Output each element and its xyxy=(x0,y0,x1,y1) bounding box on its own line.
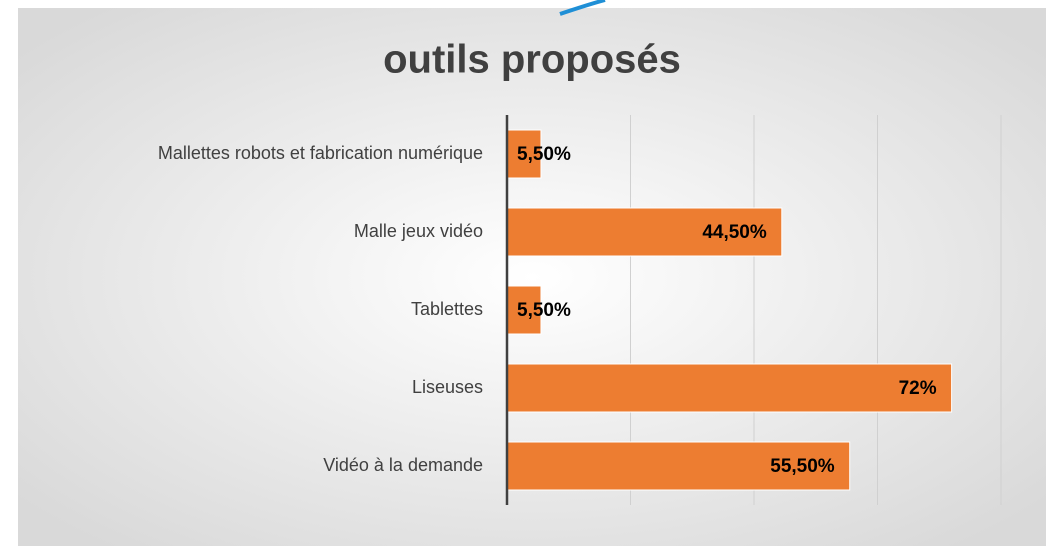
data-label: 5,50% xyxy=(517,300,571,321)
y-tick-label: Malle jeux vidéo xyxy=(354,221,483,241)
data-label: 72% xyxy=(899,378,937,399)
y-tick-label: Mallettes robots et fabrication numériqu… xyxy=(158,143,483,163)
decoration xyxy=(559,0,606,16)
bar xyxy=(506,441,851,491)
data-label: 5,50% xyxy=(517,144,571,165)
bar xyxy=(506,363,953,413)
y-tick-label: Tablettes xyxy=(411,299,483,319)
data-label: 55,50% xyxy=(770,456,835,477)
y-tick-label: Vidéo à la demande xyxy=(323,455,483,475)
y-tick-label: Liseuses xyxy=(412,377,483,397)
chart-title: outils proposés xyxy=(383,38,681,82)
bar xyxy=(506,129,542,179)
data-label: 44,50% xyxy=(702,222,767,243)
bar xyxy=(506,207,783,257)
bar xyxy=(506,285,542,335)
